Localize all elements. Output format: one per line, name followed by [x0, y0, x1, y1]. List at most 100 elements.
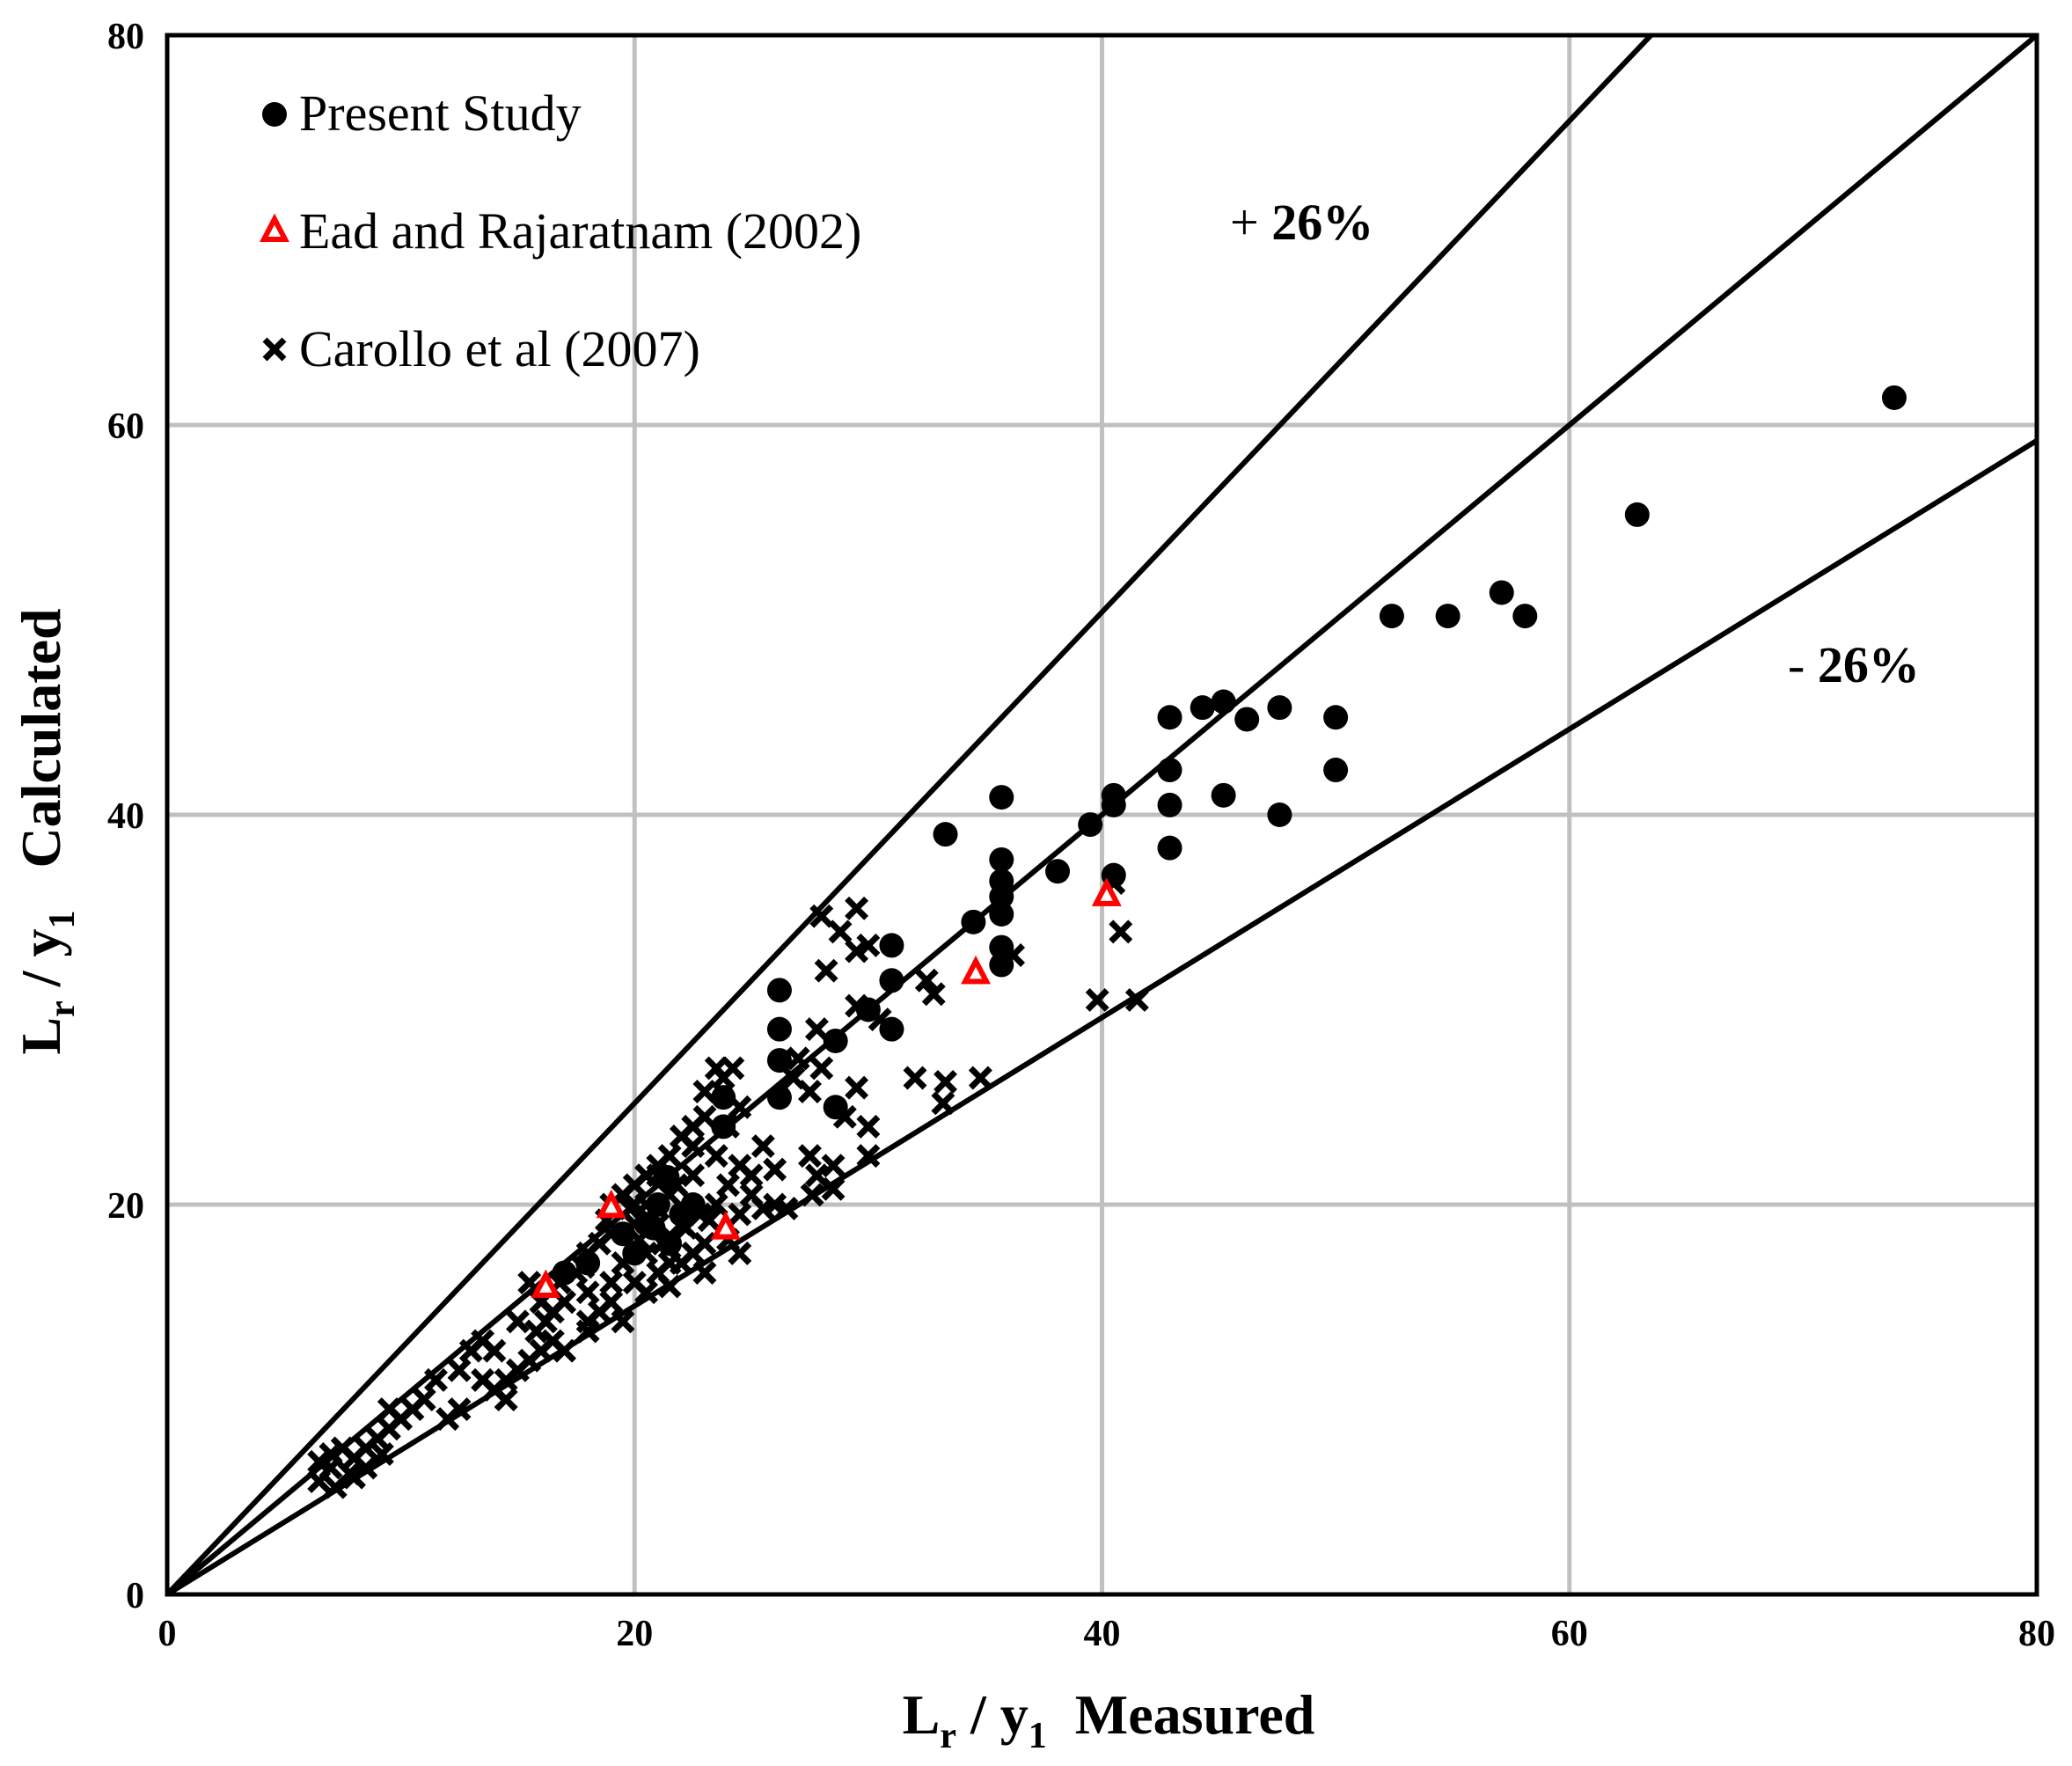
legend-marker-circle-icon [262, 102, 287, 127]
y-axis-label-main: L [10, 1017, 72, 1055]
point-carollo-108 [330, 1436, 355, 1461]
point-carollo-120 [669, 1250, 693, 1275]
point-present-1 [1624, 502, 1650, 527]
point-ead-4 [710, 1211, 741, 1240]
lower-band-value: 26% [1818, 636, 1920, 693]
point-present-13 [1157, 758, 1182, 783]
point-carollo-24 [845, 1075, 869, 1100]
point-carollo-119 [774, 1196, 799, 1220]
point-present-29 [961, 909, 986, 934]
point-carollo-14 [903, 1066, 927, 1090]
point-present-10 [1234, 707, 1260, 732]
point-present-44 [655, 1164, 680, 1190]
point-present-5 [1379, 604, 1404, 629]
point-carollo-13 [931, 1091, 955, 1116]
point-present-38 [766, 1048, 792, 1074]
point-present-28 [989, 901, 1014, 927]
point-carollo-72 [599, 1271, 624, 1295]
point-carollo-126 [763, 1157, 787, 1182]
upper-band-prefix: + [1230, 194, 1271, 251]
point-carollo-4 [856, 933, 881, 957]
point-carollo-25 [856, 1114, 881, 1139]
point-carollo-57 [728, 1202, 752, 1227]
point-carollo-40 [704, 1056, 728, 1081]
x-axis-label-rest: Measured [1047, 1683, 1315, 1746]
x-tick-label-2: 40 [1084, 1614, 1121, 1654]
point-present-27 [989, 884, 1014, 910]
point-carollo-136 [697, 1208, 721, 1233]
point-carollo-23 [781, 1066, 806, 1090]
point-present-31 [989, 952, 1014, 978]
point-carollo-141 [611, 1309, 635, 1334]
point-present-52 [552, 1260, 577, 1286]
point-carollo-90 [458, 1338, 483, 1363]
point-carollo-31 [800, 1183, 824, 1207]
point-present-4 [1435, 604, 1461, 629]
legend: Present Study Ead and Rajaratnam (2002) … [260, 84, 861, 377]
point-present-14 [1211, 782, 1236, 808]
point-present-8 [1190, 695, 1215, 721]
point-carollo-21 [786, 1046, 810, 1071]
point-present-37 [766, 1016, 792, 1042]
point-carollo-140 [533, 1309, 558, 1334]
point-carollo-129 [681, 1114, 706, 1139]
point-present-18 [1267, 802, 1292, 827]
point-ead-1 [961, 955, 992, 985]
x-axis-label: Lr / y1 Measured [903, 1683, 1315, 1756]
point-carollo-0 [809, 904, 834, 928]
point-carollo-97 [423, 1367, 448, 1392]
point-carollo-112 [307, 1449, 332, 1474]
point-carollo-5 [814, 958, 838, 983]
point-present-45 [645, 1192, 670, 1217]
point-present-49 [657, 1231, 683, 1257]
point-carollo-27 [821, 1154, 846, 1178]
point-present-23 [989, 846, 1014, 872]
point-carollo-19 [804, 1017, 829, 1042]
point-present-35 [879, 1016, 904, 1042]
point-carollo-7 [1109, 920, 1133, 944]
point-carollo-96 [447, 1358, 472, 1382]
point-ead-3 [596, 1189, 626, 1219]
point-present-34 [855, 997, 881, 1022]
point-carollo-114 [337, 1462, 362, 1486]
point-present-17 [1157, 792, 1182, 817]
point-present-7 [1211, 689, 1236, 714]
data-points [307, 385, 1907, 1499]
point-carollo-93 [471, 1367, 495, 1392]
point-carollo-68 [692, 1231, 717, 1256]
point-present-21 [933, 822, 958, 847]
point-present-43 [711, 1114, 736, 1139]
point-present-33 [879, 968, 904, 993]
tick-labels: 0 20 40 60 80 0 20 40 60 80 [107, 17, 2055, 1654]
point-carollo-9 [914, 968, 939, 993]
point-carollo-35 [750, 1134, 775, 1159]
legend-marker-triangle-icon [260, 213, 289, 242]
y-tick-label-3: 60 [107, 407, 144, 447]
point-ead-0 [1091, 877, 1122, 906]
y-axis-label: Lr / y1 Calculated [10, 608, 83, 1054]
point-carollo-121 [692, 1261, 717, 1285]
point-carollo-73 [575, 1280, 600, 1305]
point-present-24 [1045, 859, 1071, 884]
point-carollo-122 [728, 1241, 752, 1265]
point-carollo-111 [307, 1469, 332, 1494]
point-carollo-54 [716, 1173, 740, 1198]
point-present-42 [711, 1085, 736, 1110]
upper-band-label: + 26% [1230, 194, 1373, 251]
x-axis-label-main: L [903, 1683, 941, 1746]
x-axis-label-mid: / y [956, 1683, 1029, 1746]
point-present-2 [1489, 580, 1514, 605]
y-axis-label-sub2: 1 [42, 910, 83, 928]
y-tick-label-1: 20 [107, 1186, 144, 1227]
point-present-12 [1323, 758, 1349, 783]
point-carollo-26 [856, 1144, 881, 1169]
point-carollo-118 [750, 1196, 775, 1220]
point-carollo-55 [704, 1192, 728, 1217]
y-tick-label-0: 0 [126, 1576, 144, 1616]
point-present-41 [823, 1095, 848, 1120]
point-present-47 [610, 1221, 635, 1247]
point-carollo-102 [377, 1397, 401, 1422]
point-carollo-20 [809, 1056, 834, 1081]
point-present-30 [989, 934, 1014, 960]
